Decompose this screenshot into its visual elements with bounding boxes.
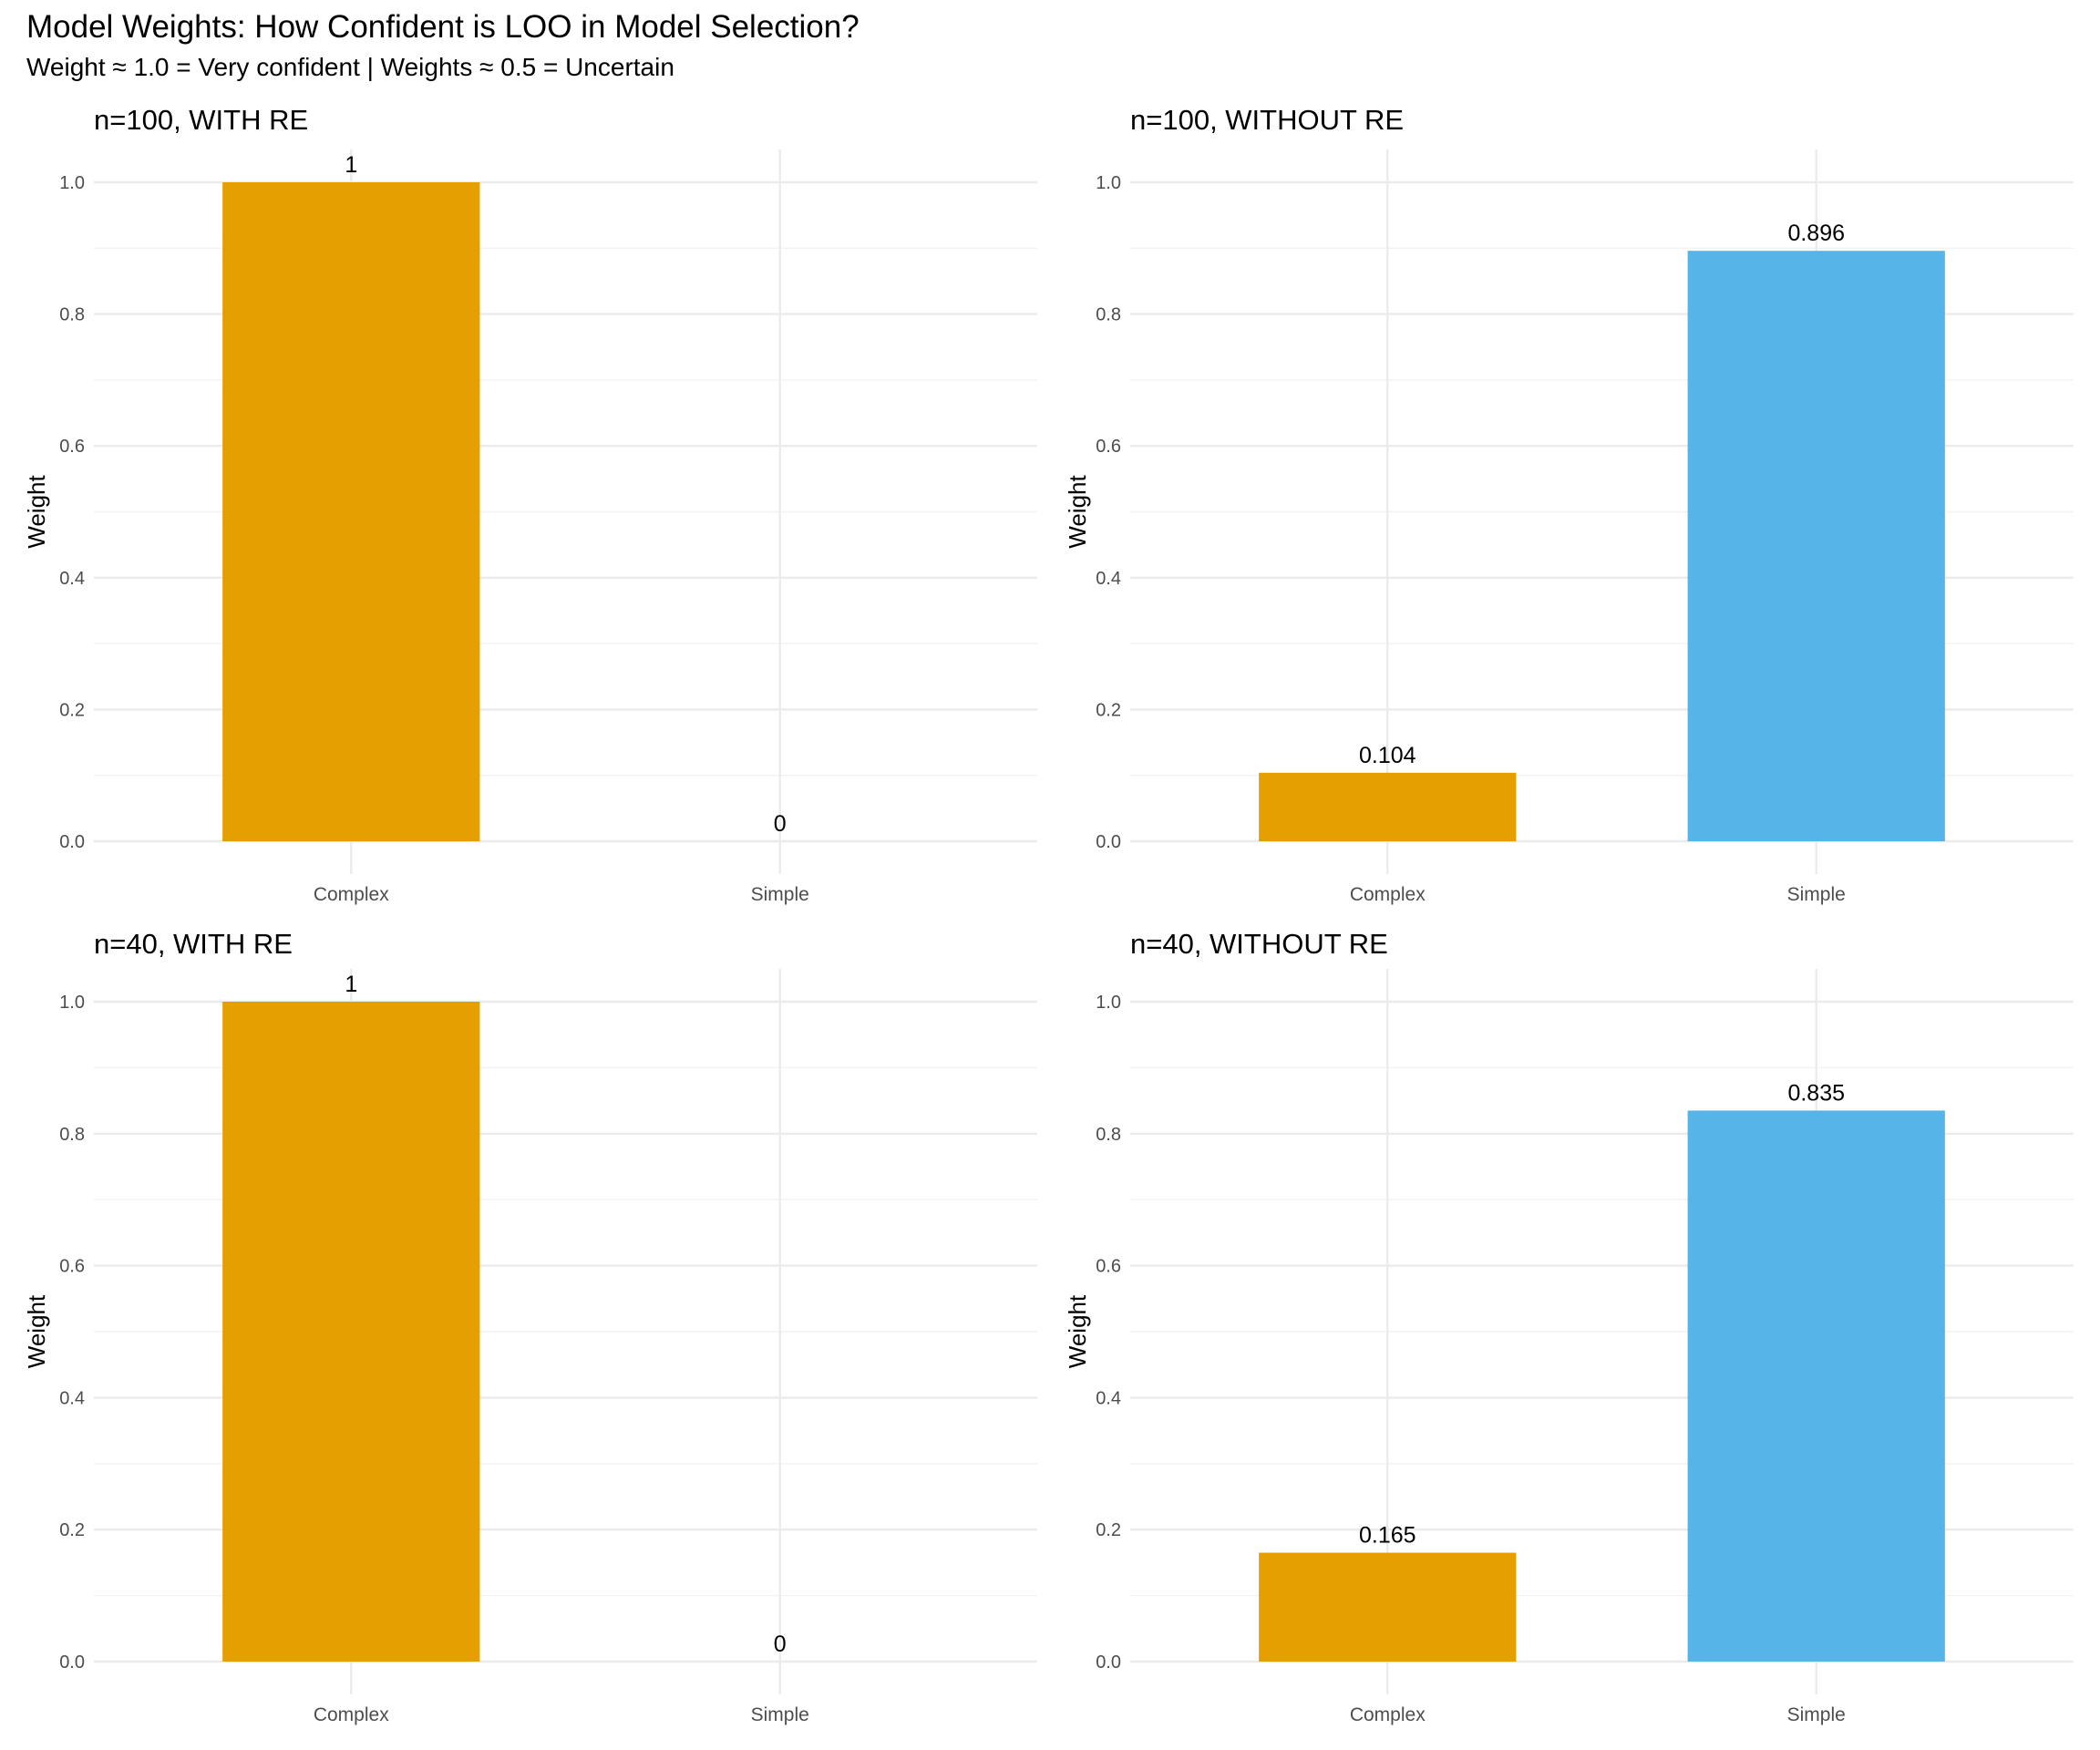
y-tick-label: 0.6 bbox=[1096, 1257, 1121, 1277]
y-tick-label: 1.0 bbox=[59, 173, 85, 193]
panel-title: n=100, WITHOUT RE bbox=[1130, 104, 1404, 136]
x-tick-label-complex: Complex bbox=[314, 884, 389, 905]
value-label-simple: 0 bbox=[774, 1632, 787, 1657]
y-tick-label: 0.2 bbox=[59, 700, 85, 720]
y-axis-label: Weight bbox=[1064, 475, 1091, 549]
x-tick-label-simple: Simple bbox=[751, 884, 809, 905]
x-tick-label-complex: Complex bbox=[314, 1704, 389, 1725]
value-label-simple: 0 bbox=[774, 811, 787, 837]
y-tick-label: 0.0 bbox=[1096, 832, 1121, 852]
y-axis-label: Weight bbox=[23, 1294, 50, 1368]
x-tick-label-simple: Simple bbox=[1787, 1704, 1846, 1725]
y-tick-label: 1.0 bbox=[59, 993, 85, 1013]
y-tick-label: 0.8 bbox=[59, 1125, 85, 1145]
y-axis-label: Weight bbox=[1064, 1294, 1091, 1368]
value-label-complex: 1 bbox=[345, 152, 357, 178]
y-tick-label: 0.0 bbox=[59, 832, 85, 852]
panel-title: n=40, WITHOUT RE bbox=[1130, 928, 1388, 960]
y-tick-label: 0.4 bbox=[59, 1388, 85, 1408]
y-tick-label: 0.8 bbox=[59, 305, 85, 325]
bar-complex bbox=[1259, 772, 1517, 841]
panel-title: n=40, WITH RE bbox=[94, 928, 293, 960]
y-tick-label: 0.4 bbox=[59, 569, 85, 589]
figure-subtitle: Weight ≈ 1.0 = Very confident | Weights … bbox=[26, 53, 674, 81]
bar-complex bbox=[222, 1002, 480, 1662]
value-label-simple: 0.835 bbox=[1787, 1080, 1845, 1106]
y-tick-label: 0.0 bbox=[1096, 1652, 1121, 1673]
x-tick-label-simple: Simple bbox=[751, 1704, 809, 1725]
y-tick-label: 0.2 bbox=[1096, 700, 1121, 720]
value-label-complex: 0.165 bbox=[1359, 1523, 1416, 1549]
x-tick-label-simple: Simple bbox=[1787, 884, 1846, 905]
panel-bottom-left: 0.0 0.2 0.4 0.6 0.8 1.0 1 Complex 0 Simple n=40, W… bbox=[23, 928, 1037, 1725]
y-axis-label: Weight bbox=[23, 475, 50, 549]
y-tick-label: 0.8 bbox=[1096, 1125, 1121, 1145]
y-tick-label: 0.8 bbox=[1096, 305, 1121, 325]
y-tick-label: 0.6 bbox=[59, 437, 85, 457]
y-tick-label: 0.2 bbox=[59, 1520, 85, 1540]
bar-complex bbox=[1259, 1552, 1517, 1662]
figure-title: Model Weights: How Confident is LOO in M… bbox=[26, 9, 860, 45]
panel-top-right: 0.0 0.2 0.4 0.6 0.8 1.0 0.104 Complex 0.896 Simpl… bbox=[1064, 104, 2074, 905]
bar-simple bbox=[1687, 1110, 1945, 1662]
x-tick-label-complex: Complex bbox=[1350, 1704, 1426, 1725]
panel-title: n=100, WITH RE bbox=[94, 104, 308, 136]
y-tick-label: 0.0 bbox=[59, 1652, 85, 1673]
y-tick-label: 1.0 bbox=[1096, 993, 1121, 1013]
value-label-complex: 1 bbox=[345, 972, 357, 997]
bar-simple bbox=[1687, 251, 1945, 841]
y-tick-label: 0.6 bbox=[59, 1257, 85, 1277]
value-label-simple: 0.896 bbox=[1787, 221, 1845, 246]
y-tick-label: 1.0 bbox=[1096, 173, 1121, 193]
y-tick-label: 0.2 bbox=[1096, 1520, 1121, 1540]
x-tick-label-complex: Complex bbox=[1350, 884, 1426, 905]
panel-top-left: 0.0 0.2 0.4 0.6 0.8 1.0 1 Complex 0 Simple n=100, … bbox=[23, 104, 1037, 905]
y-tick-label: 0.6 bbox=[1096, 437, 1121, 457]
y-tick-label: 0.4 bbox=[1096, 569, 1121, 589]
panel-bottom-right: 0.0 0.2 0.4 0.6 0.8 1.0 0.165 Complex 0.835 Simpl… bbox=[1064, 928, 2074, 1725]
y-tick-label: 0.4 bbox=[1096, 1388, 1121, 1408]
value-label-complex: 0.104 bbox=[1359, 743, 1416, 768]
bar-complex bbox=[222, 182, 480, 841]
